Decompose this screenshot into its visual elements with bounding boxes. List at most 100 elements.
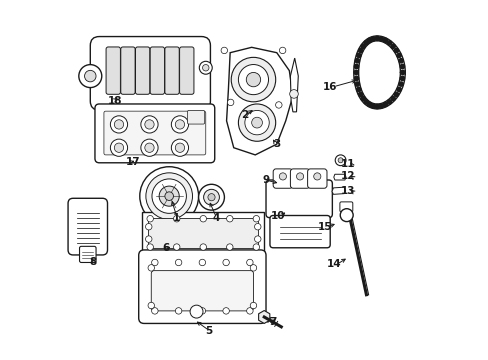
Polygon shape bbox=[290, 58, 298, 112]
Circle shape bbox=[354, 82, 359, 86]
Text: 9: 9 bbox=[262, 175, 269, 185]
Circle shape bbox=[378, 104, 383, 108]
Circle shape bbox=[148, 265, 154, 271]
Circle shape bbox=[175, 259, 182, 266]
Circle shape bbox=[275, 102, 282, 108]
Circle shape bbox=[147, 216, 153, 222]
Circle shape bbox=[363, 41, 367, 45]
FancyBboxPatch shape bbox=[179, 47, 194, 94]
Circle shape bbox=[148, 302, 154, 309]
Text: 1: 1 bbox=[172, 213, 180, 222]
Text: 4: 4 bbox=[212, 213, 219, 222]
Circle shape bbox=[199, 259, 205, 266]
Circle shape bbox=[386, 100, 391, 104]
Circle shape bbox=[296, 173, 303, 180]
Bar bbox=[148, 218, 258, 248]
Circle shape bbox=[145, 224, 152, 230]
Circle shape bbox=[356, 53, 360, 58]
Circle shape bbox=[366, 102, 371, 107]
Text: 2: 2 bbox=[241, 111, 247, 121]
Circle shape bbox=[173, 244, 180, 250]
Circle shape bbox=[190, 305, 203, 318]
Circle shape bbox=[84, 70, 96, 82]
Circle shape bbox=[223, 259, 229, 266]
Circle shape bbox=[151, 308, 158, 314]
Circle shape bbox=[114, 120, 123, 129]
Circle shape bbox=[396, 53, 401, 58]
Circle shape bbox=[254, 224, 261, 230]
Circle shape bbox=[393, 92, 398, 96]
FancyBboxPatch shape bbox=[150, 47, 164, 94]
Circle shape bbox=[246, 72, 260, 87]
Circle shape bbox=[200, 216, 206, 222]
Circle shape bbox=[353, 70, 358, 75]
Circle shape bbox=[175, 120, 184, 129]
Text: 7: 7 bbox=[269, 317, 276, 327]
Circle shape bbox=[238, 104, 275, 141]
FancyBboxPatch shape bbox=[187, 111, 204, 124]
Circle shape bbox=[246, 259, 253, 266]
Circle shape bbox=[114, 143, 123, 152]
Circle shape bbox=[152, 179, 186, 213]
Circle shape bbox=[289, 90, 298, 98]
Circle shape bbox=[238, 64, 268, 95]
Circle shape bbox=[79, 64, 102, 87]
Circle shape bbox=[202, 64, 208, 71]
Circle shape bbox=[231, 57, 275, 102]
Circle shape bbox=[250, 265, 256, 271]
Circle shape bbox=[360, 96, 365, 101]
FancyBboxPatch shape bbox=[80, 246, 96, 262]
Circle shape bbox=[390, 96, 394, 101]
Circle shape bbox=[140, 167, 198, 226]
Text: 17: 17 bbox=[126, 157, 141, 167]
Circle shape bbox=[279, 47, 285, 54]
Circle shape bbox=[356, 87, 360, 91]
FancyBboxPatch shape bbox=[290, 169, 309, 188]
Circle shape bbox=[175, 308, 182, 314]
Circle shape bbox=[246, 308, 253, 314]
Circle shape bbox=[159, 186, 179, 206]
Circle shape bbox=[366, 38, 371, 42]
Circle shape bbox=[141, 116, 158, 133]
Circle shape bbox=[226, 244, 233, 250]
FancyBboxPatch shape bbox=[95, 104, 214, 163]
Text: 10: 10 bbox=[271, 211, 285, 221]
Circle shape bbox=[175, 143, 184, 152]
Circle shape bbox=[386, 41, 391, 45]
Text: 3: 3 bbox=[273, 139, 280, 149]
Polygon shape bbox=[333, 174, 346, 180]
Circle shape bbox=[383, 38, 387, 42]
FancyBboxPatch shape bbox=[139, 250, 265, 323]
Circle shape bbox=[340, 209, 352, 222]
Circle shape bbox=[335, 155, 346, 166]
Bar bbox=[142, 212, 264, 253]
Circle shape bbox=[360, 44, 365, 49]
Circle shape bbox=[313, 173, 320, 180]
Circle shape bbox=[354, 64, 358, 69]
Text: 15: 15 bbox=[317, 222, 332, 231]
Circle shape bbox=[145, 236, 152, 242]
Circle shape bbox=[144, 143, 154, 152]
Circle shape bbox=[151, 259, 158, 266]
FancyBboxPatch shape bbox=[104, 111, 205, 155]
Circle shape bbox=[147, 244, 153, 250]
FancyBboxPatch shape bbox=[90, 37, 210, 110]
Circle shape bbox=[396, 87, 401, 91]
Circle shape bbox=[199, 61, 212, 74]
Circle shape bbox=[253, 216, 259, 222]
FancyBboxPatch shape bbox=[269, 216, 329, 248]
Circle shape bbox=[370, 37, 375, 41]
Text: 14: 14 bbox=[326, 259, 341, 269]
Text: 5: 5 bbox=[204, 325, 212, 336]
Circle shape bbox=[223, 308, 229, 314]
Circle shape bbox=[145, 173, 192, 220]
FancyBboxPatch shape bbox=[68, 198, 107, 255]
FancyBboxPatch shape bbox=[121, 47, 135, 94]
FancyBboxPatch shape bbox=[339, 202, 352, 212]
Circle shape bbox=[390, 44, 394, 49]
Circle shape bbox=[110, 116, 127, 133]
FancyBboxPatch shape bbox=[164, 47, 179, 94]
Circle shape bbox=[173, 216, 180, 222]
FancyBboxPatch shape bbox=[151, 271, 253, 311]
Circle shape bbox=[207, 194, 215, 201]
